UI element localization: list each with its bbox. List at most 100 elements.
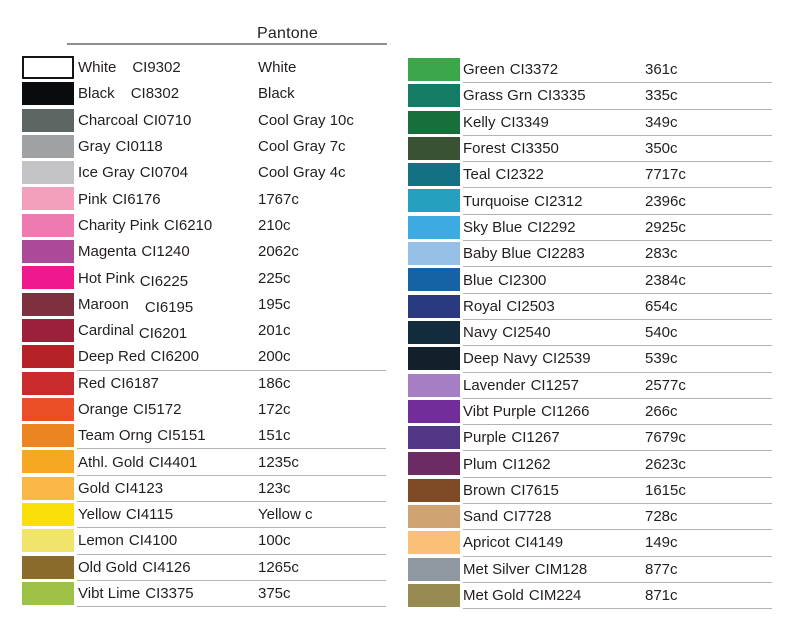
color-name-label: Teal CI2322 [463, 166, 544, 183]
color-name: Lavender [463, 376, 526, 394]
color-swatch [22, 213, 74, 237]
color-swatch [22, 529, 74, 553]
ink-code: CI1262 [502, 455, 551, 473]
color-name: Maroon [78, 295, 129, 313]
color-swatch [22, 476, 74, 500]
color-name-label: Maroon CI6195 [78, 295, 194, 316]
color-swatch [408, 399, 460, 423]
ink-code: CI3375 [145, 584, 194, 602]
color-swatch [408, 163, 460, 187]
color-name-label: Yellow CI4115 [78, 506, 173, 523]
color-row: Charity Pink CI6210 210c [22, 213, 388, 239]
color-swatch [408, 531, 460, 555]
ink-code: CI4123 [114, 479, 164, 497]
ink-code: CI5151 [157, 427, 206, 445]
ink-code: CI1266 [541, 402, 590, 420]
color-name-label: Vibt Lime CI3375 [78, 585, 194, 602]
pantone-code-label: 186c [258, 374, 291, 392]
color-name-label: White CI9302 [78, 59, 181, 76]
ink-code: CI7615 [510, 481, 559, 499]
color-name: Gray [78, 137, 111, 155]
color-swatch [408, 505, 460, 529]
color-name-label: Pink CI6176 [78, 190, 161, 207]
color-name-label: Sand CI7728 [463, 508, 551, 525]
color-name-label: Red CI6187 [78, 375, 159, 392]
pantone-code-label: Yellow c [258, 506, 313, 524]
ink-code: CI2539 [542, 350, 591, 368]
color-name-label: Baby Blue CI2283 [463, 245, 585, 262]
ink-code: CI4115 [125, 506, 174, 524]
ink-code: CI3350 [510, 139, 559, 157]
pantone-code-label: 200c [258, 348, 291, 366]
color-name-label: Lemon CI4100 [78, 532, 177, 549]
color-row: Gray CI0118 Cool Gray 7c [22, 134, 388, 160]
color-row: Maroon CI6195 195c [22, 292, 388, 318]
color-swatch [408, 215, 460, 239]
color-name: Red [78, 374, 106, 392]
pantone-code-label: 283c [645, 245, 678, 263]
pantone-code-label: 728c [645, 508, 678, 526]
color-row: Met Gold CIM224 871c [408, 583, 774, 610]
color-name: Gold [78, 479, 110, 497]
color-row: Orange CI5172 172c [22, 397, 388, 423]
color-row: Yellow CI4115 Yellow c [22, 502, 388, 529]
color-row: Lemon CI4100 100c [22, 528, 388, 555]
pantone-code-label: 375c [258, 584, 291, 602]
color-swatch [22, 82, 74, 106]
pantone-code-label: 871c [645, 586, 678, 604]
color-row: Sky Blue CI2292 2925c [408, 215, 774, 242]
pantone-code-label: 1615c [645, 481, 686, 499]
color-name: White [78, 58, 117, 76]
ink-code: CI2292 [527, 218, 576, 236]
color-swatch [22, 266, 74, 290]
color-row: Charcoal CI0710 Cool Gray 10c [22, 108, 388, 134]
color-name-label: Met Silver CIM128 [463, 561, 587, 578]
color-name-label: Charity Pink CI6210 [78, 217, 212, 234]
pantone-code-label: 100c [258, 532, 291, 550]
pantone-code-label: 1235c [258, 453, 299, 471]
pantone-code-label: 195c [258, 295, 291, 313]
pantone-code-label: 7717c [645, 166, 686, 184]
color-row: Vibt Purple CI1266 266c [408, 399, 774, 426]
color-row: Forest CI3350 350c [408, 136, 774, 163]
color-name-label: Lavender CI1257 [463, 377, 579, 394]
pantone-code-label: 1265c [258, 558, 299, 576]
color-swatch [408, 189, 460, 213]
color-name: Sand [463, 508, 499, 526]
color-row: Navy CI2540 540c [408, 320, 774, 347]
ink-code: CI5172 [133, 400, 182, 418]
color-name: Magenta [78, 243, 137, 261]
color-name-label: Met Gold CIM224 [463, 587, 581, 604]
color-swatch [408, 478, 460, 502]
pantone-column-header: Pantone [257, 25, 319, 42]
color-row: Athl. Gold CI4401 1235c [22, 449, 388, 477]
color-swatch [22, 292, 74, 316]
color-row: Teal CI2322 7717c [408, 162, 774, 189]
color-name-label: Vibt Purple CI1266 [463, 403, 589, 420]
color-name-label: Royal CI2503 [463, 298, 555, 315]
color-name: Pink [78, 190, 108, 208]
ink-code: CI0118 [115, 137, 163, 155]
ink-code: CI0704 [139, 164, 189, 182]
ink-code: CI6200 [150, 348, 199, 366]
color-swatch [408, 452, 460, 476]
ink-code: CI2540 [502, 323, 551, 341]
color-row: Kelly CI3349 349c [408, 110, 774, 137]
ink-code: CI6195 [144, 298, 194, 316]
color-name: Vibt Purple [463, 402, 537, 420]
color-row: Sand CI7728 728c [408, 504, 774, 531]
pantone-code-label: Cool Gray 7c [258, 137, 346, 155]
pantone-code-label: 2577c [645, 376, 686, 394]
column-left: White CI9302 White Black CI8302 Black Char… [22, 55, 388, 608]
ink-code: CI1267 [511, 429, 560, 447]
ink-code: CI4149 [514, 534, 564, 552]
color-name: Yellow [78, 506, 121, 524]
color-name-label: Kelly CI3349 [463, 114, 549, 131]
color-name: Old Gold [78, 558, 138, 576]
pantone-code-label: 172c [258, 400, 291, 418]
color-row: Lavender CI1257 2577c [408, 373, 774, 400]
pantone-code-label: White [258, 58, 297, 76]
pantone-code-label: 201c [258, 321, 291, 339]
pantone-code-label: 350c [645, 139, 678, 157]
color-name-label: Athl. Gold CI4401 [78, 453, 197, 470]
